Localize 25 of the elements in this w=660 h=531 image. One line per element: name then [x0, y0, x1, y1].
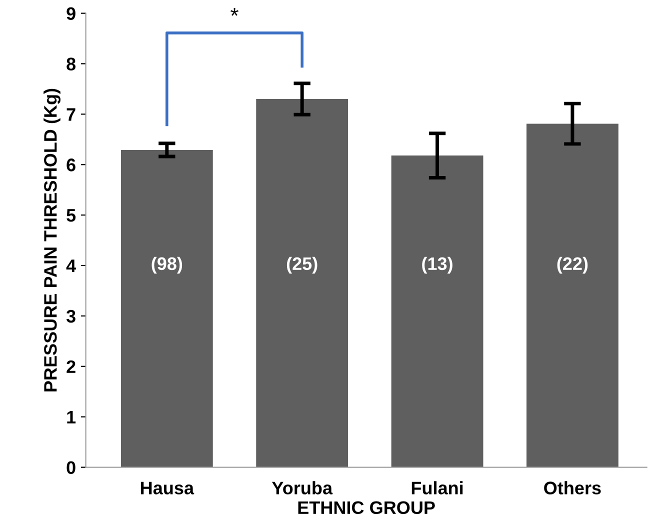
y-tick-label: 9	[66, 7, 76, 20]
x-axis-title: ETHNIC GROUP	[298, 501, 435, 514]
y-tick-label: 1	[67, 410, 76, 424]
x-tick-label: Yoruba	[272, 481, 333, 494]
bar	[120, 150, 213, 468]
y-axis-title: PRESSURE PAIN THRESHOLD (Kg)	[44, 88, 60, 392]
annotation: (25)	[286, 256, 318, 274]
y-tick-label: 0	[66, 461, 76, 474]
bar	[391, 156, 484, 468]
y-tick-label: 2	[66, 360, 76, 373]
y-tick-label: 3	[66, 310, 76, 323]
annotation: (98)	[152, 256, 182, 274]
bar	[526, 124, 618, 468]
annotation: *	[230, 8, 238, 16]
y-tick-label: 6	[66, 158, 76, 172]
y-tick-label: 5	[66, 209, 76, 222]
x-tick-label: Hausa	[141, 482, 194, 494]
x-tick-label: Fulani	[412, 481, 463, 494]
bar	[256, 99, 348, 468]
y-tick-label: 4	[66, 260, 76, 272]
x-tick-label: Others	[544, 481, 601, 494]
annotation: (13)	[422, 256, 452, 274]
y-tick-label: 7	[66, 108, 76, 121]
y-tick-label: 8	[66, 58, 76, 70]
annotation: (22)	[557, 256, 588, 274]
